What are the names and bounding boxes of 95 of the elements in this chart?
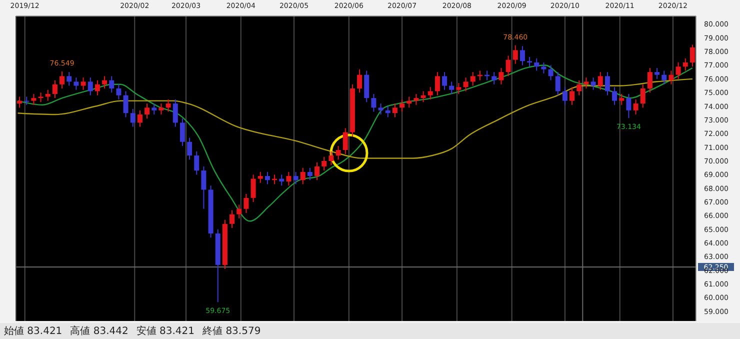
candlestick [676,62,681,80]
candlestick [463,77,468,92]
candlestick [80,77,86,90]
candlestick [45,89,50,102]
candlestick [38,92,44,103]
candlestick [336,145,341,160]
candlestick [492,72,497,85]
candlestick [442,72,448,90]
candlestick [286,171,292,186]
candlestick [322,156,327,172]
candlestick [668,70,674,85]
candlestick [144,103,150,120]
candlestick [420,90,426,103]
candlestick [619,93,624,106]
candlestick [158,103,164,115]
text: 高値 83.442 [70,324,128,338]
candlestick [662,70,667,85]
candlestick [406,96,412,108]
candlestick [201,166,206,210]
candlestick [258,171,263,184]
candlestick [74,77,79,90]
candlestick [230,210,235,228]
candlestick [293,171,298,185]
candlestick [562,86,568,106]
candlestick [414,93,419,106]
candlestick [612,86,618,106]
candlestick [364,70,370,103]
candlestick [400,98,405,112]
candlestick [172,98,178,128]
candlestick [512,44,518,64]
candlestick [527,56,532,68]
candlestick [137,110,142,128]
candlestick [576,80,582,96]
candlestick [66,72,72,86]
candlestick [52,80,58,99]
candlestick [24,96,30,106]
candlestick [570,86,575,106]
candlestick [279,174,284,186]
candlestick [152,103,157,115]
candlestick [520,46,525,66]
text: 終値 83.579 [202,325,261,338]
candlestick [470,72,476,86]
text: 始値 83.421 [4,325,62,338]
candlestick [690,44,695,68]
candlestick [555,72,560,96]
candlestick [371,93,376,112]
candlestick [392,103,398,118]
candlestick [647,67,652,94]
candlestick [357,68,362,94]
candlestick [300,167,306,185]
candlestick [194,150,200,176]
candlestick [640,84,646,108]
candlestick [534,58,540,72]
candlestick [166,98,171,112]
candlestick [307,167,312,181]
candlestick [116,84,122,100]
candlestick [385,106,390,118]
candlestick [434,72,440,96]
candlestick [31,93,36,106]
candlestick [378,103,384,115]
candlestick [94,80,100,96]
line-series [17,78,694,159]
candlestick [456,82,462,94]
text: 安値 83.421 [136,324,195,338]
candlestick [584,77,589,89]
candlestick [180,118,185,146]
candlestick [88,77,93,96]
line-series [17,64,694,222]
candlestick [60,70,65,89]
candlestick [244,193,249,214]
candlestick [590,77,596,90]
candlestick [548,64,554,81]
candlestick [428,86,433,100]
candlestick [604,72,610,96]
candlestick [598,72,603,90]
candlestick [498,67,504,85]
candlestick [682,58,688,72]
candlestick [236,204,242,219]
candlestick [130,108,136,128]
candlestick [654,67,660,80]
candlestick [250,174,256,203]
candlestick [314,162,320,181]
candlestick [506,55,511,77]
candlestick [264,171,270,185]
candlestick [633,98,638,115]
candlestick [342,128,348,155]
candlestick [626,93,632,119]
candlestick [102,76,108,89]
candlestick [17,96,22,108]
candlestick [187,137,192,160]
candlestick [109,76,114,94]
candlestick [123,90,128,118]
candlestick [328,150,334,166]
candlestick [541,62,546,74]
candlestick [449,81,454,94]
